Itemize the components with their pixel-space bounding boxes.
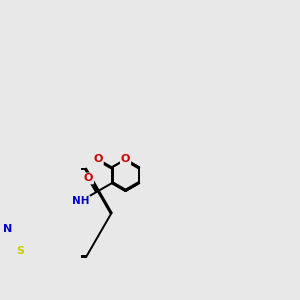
Text: N: N — [3, 224, 12, 233]
Text: S: S — [16, 246, 25, 256]
Text: O: O — [84, 173, 93, 184]
Text: NH: NH — [72, 196, 89, 206]
Text: O: O — [121, 154, 130, 164]
Text: O: O — [94, 154, 103, 164]
